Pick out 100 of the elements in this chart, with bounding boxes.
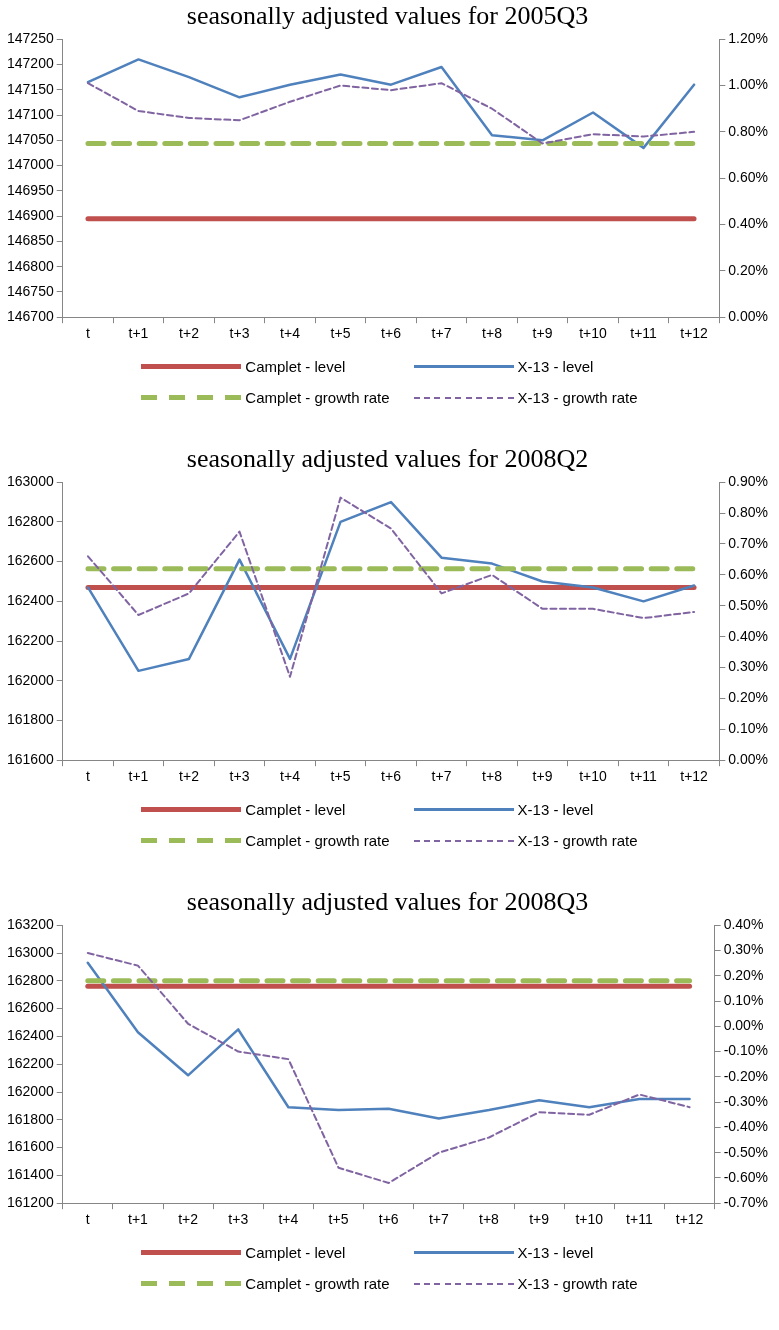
x-tick-label: t+7 xyxy=(431,325,452,342)
x-tick-label: t+3 xyxy=(228,1211,249,1228)
y-tick-label: 147000 xyxy=(7,156,54,173)
y2-tick-label: 0.80% xyxy=(728,122,769,139)
x-tick-label: t+9 xyxy=(532,768,553,785)
y-tick-label: 163000 xyxy=(7,943,54,960)
x-tick-label: t+8 xyxy=(479,1211,500,1228)
y-tick-label: 161600 xyxy=(7,751,54,768)
y2-tick-label: 0.00% xyxy=(723,1017,764,1034)
y2-tick-label: -0.40% xyxy=(723,1118,768,1135)
y-tick-label: 163200 xyxy=(7,916,54,933)
x-tick-label: t+11 xyxy=(630,768,658,785)
x-tick-label: t xyxy=(86,325,91,342)
y2-tick-label: -0.30% xyxy=(723,1092,768,1109)
x-tick-label: t+1 xyxy=(128,768,149,785)
x-tick-label: t+2 xyxy=(179,325,200,342)
x-tick-label: t+8 xyxy=(482,325,503,342)
y2-tick-label: 0.00% xyxy=(728,308,769,325)
x-tick-label: t+6 xyxy=(381,325,402,342)
x-tick-label: t+2 xyxy=(178,1211,199,1228)
x-tick-label: t+1 xyxy=(128,325,149,342)
y2-tick-label: -0.10% xyxy=(723,1042,768,1059)
legend-label: X-13 - growth rate xyxy=(517,389,638,406)
y2-tick-label: -0.20% xyxy=(723,1067,768,1084)
y2-tick-label: 0.40% xyxy=(728,627,769,644)
y2-tick-label: -0.60% xyxy=(723,1168,768,1185)
x-tick-label: t+9 xyxy=(529,1211,550,1228)
x-tick-label: t+12 xyxy=(675,1211,704,1228)
x-tick-label: t+6 xyxy=(381,768,402,785)
x-tick-label: t+10 xyxy=(575,1211,604,1228)
y2-tick-label: 0.60% xyxy=(728,565,769,582)
y-tick-label: 162800 xyxy=(7,512,54,529)
x-tick-label: t+6 xyxy=(378,1211,399,1228)
legend-label: Camplet - level xyxy=(245,1244,346,1261)
y-tick-label: 146950 xyxy=(7,181,54,198)
y-tick-label: 162800 xyxy=(7,971,54,988)
legend-label: X-13 - level xyxy=(517,358,594,375)
y-tick-label: 161200 xyxy=(7,1194,54,1211)
x-tick-label: t+4 xyxy=(280,768,301,785)
y-tick-label: 162000 xyxy=(7,671,54,688)
y2-tick-label: 0.50% xyxy=(728,596,769,613)
y2-tick-label: -0.50% xyxy=(723,1143,768,1160)
line-series xyxy=(86,82,696,145)
y2-tick-label: 0.80% xyxy=(728,503,769,520)
y-tick-label: 161400 xyxy=(7,1166,54,1183)
y-tick-label: 147050 xyxy=(7,131,54,148)
y-tick-label: 146900 xyxy=(7,206,54,223)
x-tick-label: t+5 xyxy=(330,768,351,785)
x-tick-label: t+7 xyxy=(431,768,452,785)
line-series xyxy=(86,952,691,1184)
y2-tick-label: 0.30% xyxy=(728,658,769,675)
y2-tick-label: 0.60% xyxy=(728,169,769,186)
y2-tick-label: 0.00% xyxy=(728,751,769,768)
x-tick-label: t+12 xyxy=(680,768,709,785)
y-tick-label: 146700 xyxy=(7,308,54,325)
y-tick-label: 147100 xyxy=(7,105,54,122)
y-tick-label: 147150 xyxy=(7,80,54,97)
y-tick-label: 162600 xyxy=(7,552,54,569)
x-tick-label: t+4 xyxy=(278,1211,299,1228)
chart-title: seasonally adjusted values for 2005Q3 xyxy=(186,1,589,31)
y-tick-label: 161600 xyxy=(7,1138,54,1155)
chart-title: seasonally adjusted values for 2008Q2 xyxy=(186,444,589,474)
legend-label: X-13 - growth rate xyxy=(517,832,638,849)
y2-tick-label: 0.10% xyxy=(723,991,764,1008)
x-tick-label: t+8 xyxy=(482,768,503,785)
y-tick-label: 162400 xyxy=(7,592,54,609)
y2-tick-label: 0.90% xyxy=(728,473,769,490)
x-tick-label: t+3 xyxy=(229,768,250,785)
y-tick-label: 161800 xyxy=(7,711,54,728)
x-tick-label: t+9 xyxy=(532,325,553,342)
y-tick-label: 162200 xyxy=(7,1055,54,1072)
x-tick-label: t+4 xyxy=(280,325,301,342)
legend-label: X-13 - growth rate xyxy=(517,1275,638,1292)
legend-label: Camplet - level xyxy=(245,801,346,818)
legend-label: Camplet - growth rate xyxy=(245,1275,390,1292)
x-tick-label: t+7 xyxy=(428,1211,449,1228)
legend-label: X-13 - level xyxy=(517,1244,594,1261)
x-tick-label: t+3 xyxy=(229,325,250,342)
y2-tick-label: 0.70% xyxy=(728,534,769,551)
y-tick-label: 162000 xyxy=(7,1082,54,1099)
y2-tick-label: 0.10% xyxy=(728,720,769,737)
y2-tick-label: 0.30% xyxy=(723,941,764,958)
x-tick-label: t+12 xyxy=(680,325,709,342)
y-tick-label: 147250 xyxy=(7,30,54,47)
y-tick-label: 146850 xyxy=(7,232,54,249)
x-tick-label: t+10 xyxy=(579,325,608,342)
legend-label: Camplet - growth rate xyxy=(245,389,390,406)
x-tick-label: t+5 xyxy=(330,325,351,342)
y2-tick-label: 0.40% xyxy=(728,215,769,232)
y2-tick-label: 0.20% xyxy=(723,966,764,983)
x-tick-label: t+10 xyxy=(579,768,608,785)
legend-label: Camplet - growth rate xyxy=(245,832,390,849)
y2-tick-label: 0.40% xyxy=(723,916,764,933)
x-tick-label: t xyxy=(85,1211,90,1228)
y-tick-label: 161800 xyxy=(7,1110,54,1127)
y-tick-label: 162200 xyxy=(7,631,54,648)
y2-tick-label: 0.20% xyxy=(728,689,769,706)
legend-label: X-13 - level xyxy=(517,801,594,818)
y-tick-label: 147200 xyxy=(7,55,54,72)
y2-tick-label: 0.20% xyxy=(728,261,769,278)
